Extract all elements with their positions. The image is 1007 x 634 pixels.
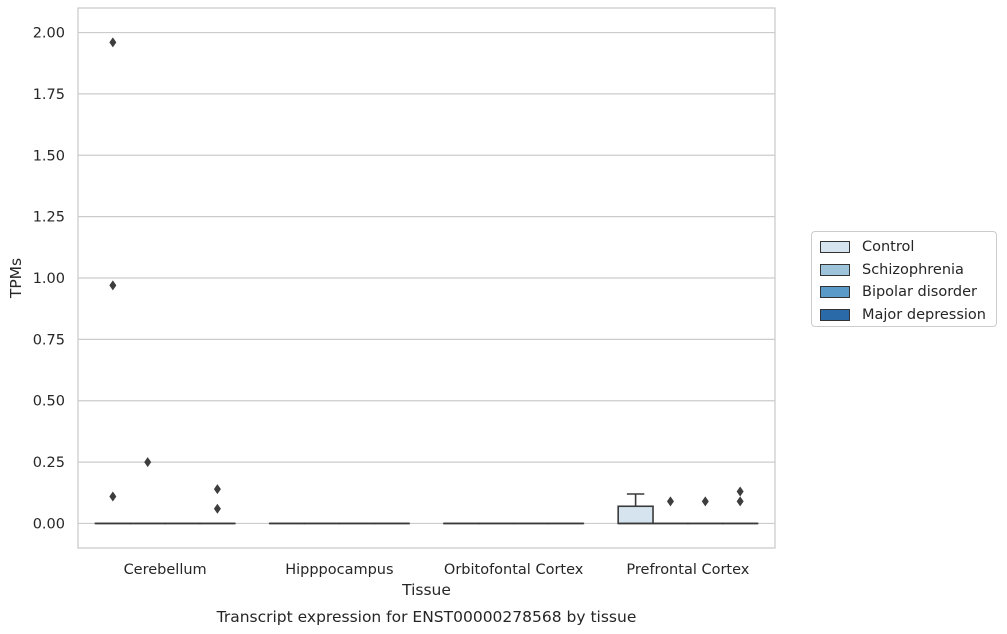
x-tick-label: Prefrontal Cortex xyxy=(626,562,749,578)
box xyxy=(617,505,654,525)
boxes xyxy=(94,493,759,525)
x-tick-labels: Cerebellum Hipppocampus Orbitofontal Corte… xyxy=(124,562,750,578)
x-tick-label: Cerebellum xyxy=(124,562,207,578)
legend-item-schizophrenia: Schizophrenia xyxy=(818,259,990,282)
x-axis-label: Tissue xyxy=(401,581,451,599)
legend-swatch-bipolar-disorder xyxy=(820,286,850,299)
chart-title: Transcript expression for ENST0000027856… xyxy=(216,608,637,626)
outlier-point xyxy=(109,280,117,291)
outlier-point xyxy=(144,457,152,468)
legend-item-control: Control xyxy=(818,236,990,259)
y-axis-label: TPMs xyxy=(7,258,25,299)
y-tick-labels: 0.00 0.25 0.50 0.75 1.00 1.25 1.50 1.75 2.00 xyxy=(33,26,65,533)
y-tick-label: 0.75 xyxy=(33,332,65,348)
y-tick-label: 1.25 xyxy=(33,210,65,226)
outlier-point xyxy=(109,491,117,502)
y-tick-label: 0.25 xyxy=(33,455,65,471)
legend-swatch-control xyxy=(820,241,850,254)
y-tick-label: 2.00 xyxy=(33,26,65,42)
outlier-point xyxy=(701,496,709,507)
legend-label-control: Control xyxy=(862,239,915,256)
legend-label-schizophrenia: Schizophrenia xyxy=(862,261,964,278)
outlier-point xyxy=(213,503,221,514)
legend: Control Schizophrenia Bipolar disorder M… xyxy=(811,231,997,327)
y-tick-label: 1.00 xyxy=(33,271,65,287)
outlier-point xyxy=(736,496,744,507)
y-tick-label: 0.50 xyxy=(33,394,65,410)
outlier-point xyxy=(666,496,674,507)
x-tick-label: Orbitofontal Cortex xyxy=(444,562,584,578)
plot-frame xyxy=(77,7,776,549)
outlier-point xyxy=(109,37,117,48)
legend-swatch-major-depression xyxy=(820,308,850,321)
legend-label-bipolar-disorder: Bipolar disorder xyxy=(862,284,977,301)
y-tick-label: 1.75 xyxy=(33,87,65,103)
outlier-point xyxy=(213,484,221,495)
outlier-points xyxy=(109,37,744,514)
legend-item-major-depression: Major depression xyxy=(818,304,990,327)
grid-lines xyxy=(78,31,775,525)
legend-swatch-schizophrenia xyxy=(820,263,850,276)
outlier-point xyxy=(736,486,744,497)
y-tick-label: 1.50 xyxy=(33,148,65,164)
legend-label-major-depression: Major depression xyxy=(862,306,986,323)
y-tick-label: 0.00 xyxy=(33,516,65,532)
legend-item-bipolar-disorder: Bipolar disorder xyxy=(818,281,990,304)
x-tick-label: Hipppocampus xyxy=(285,562,393,578)
